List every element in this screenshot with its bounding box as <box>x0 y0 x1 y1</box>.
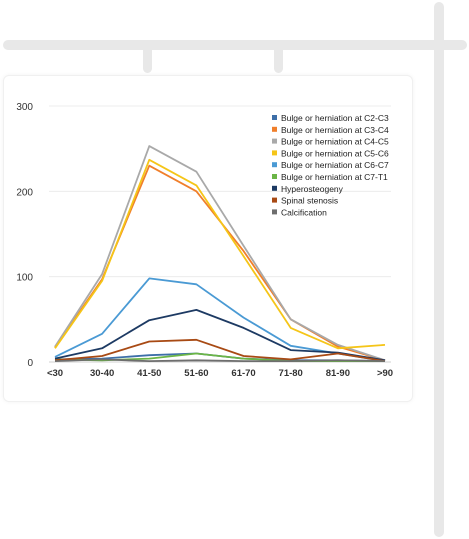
series-line-7 <box>54 338 386 362</box>
legend-entry: Bulge or herniation at C3-C4 <box>281 125 389 135</box>
legend-entry: Bulge or herniation at C5-C6 <box>281 148 389 158</box>
legend-swatch <box>272 197 277 203</box>
legend-entry: Spinal stenosis <box>281 196 338 206</box>
y-tick-label: 300 <box>16 102 33 113</box>
legend-entry: Calcification <box>281 207 327 217</box>
line-chart: 0 100 200 300 <30 30-40 41-50 51-60 61-70 71-80 81… <box>16 102 393 379</box>
y-tick-label: 200 <box>16 187 33 198</box>
legend-entry: Bulge or herniation at C2-C3 <box>281 113 389 123</box>
y-tick-label: 100 <box>16 273 33 284</box>
x-tick-label: 30-40 <box>90 368 114 379</box>
legend-entry: Bulge or herniation at C4-C5 <box>281 137 389 147</box>
left-post <box>143 45 152 73</box>
x-tick-label: 61-70 <box>231 368 255 379</box>
legend-swatch <box>272 138 277 144</box>
legend-swatch <box>272 150 277 156</box>
middle-post <box>274 45 283 73</box>
x-tick-label: 41-50 <box>137 368 161 379</box>
x-tick-label: 71-80 <box>279 368 303 379</box>
legend-swatch <box>272 126 277 132</box>
right-rail <box>434 2 444 537</box>
chart-card: 0 100 200 300 <30 30-40 41-50 51-60 61-70 71-80 81… <box>3 75 413 402</box>
legend-entry: Hyperosteogeny <box>281 184 344 194</box>
x-tick-label: <30 <box>47 368 63 379</box>
legend-swatch <box>272 209 277 215</box>
legend-swatch <box>272 162 277 168</box>
series-line-3 <box>54 158 386 350</box>
series-line-2 <box>54 145 386 362</box>
x-tick-label: 81-90 <box>326 368 350 379</box>
y-tick-label: 0 <box>27 358 33 369</box>
series-line-6 <box>54 308 386 362</box>
legend-entry: Bulge or herniation at C7-T1 <box>281 172 388 182</box>
legend-swatch <box>272 115 277 120</box>
series-line-8 <box>54 358 386 363</box>
legend-entry: Bulge or herniation at C6-C7 <box>281 160 389 170</box>
legend-swatch <box>272 185 277 191</box>
x-tick-label: 51-60 <box>184 368 208 379</box>
top-rail <box>3 40 467 50</box>
legend-swatch <box>272 174 277 179</box>
x-tick-label: >90 <box>377 368 393 379</box>
